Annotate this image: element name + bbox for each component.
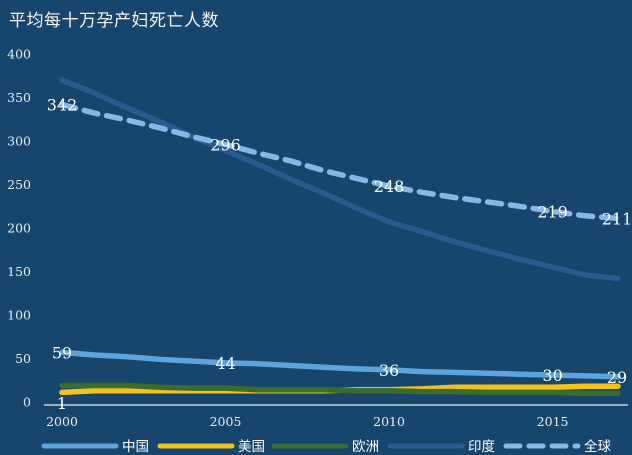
data-label: 44 bbox=[215, 354, 235, 373]
data-labels: 342 296 248 219 211 59 44 36 30 29 1 bbox=[47, 95, 632, 413]
y-tick-label: 50 bbox=[15, 351, 31, 366]
y-tick-label: 400 bbox=[7, 47, 31, 62]
y-tick-label: 150 bbox=[7, 264, 31, 279]
legend-label: 全球 bbox=[584, 438, 612, 455]
data-label: 248 bbox=[374, 177, 405, 196]
data-label: 296 bbox=[210, 135, 241, 154]
x-tick-label: 2005 bbox=[210, 414, 242, 429]
y-tick-label: 0 bbox=[23, 395, 31, 410]
x-tick-label: 2010 bbox=[373, 414, 405, 429]
data-label: 219 bbox=[537, 202, 568, 221]
data-label: 342 bbox=[47, 95, 78, 114]
legend-label: 印度 bbox=[468, 439, 495, 455]
x-tick-label: 2000 bbox=[46, 414, 78, 429]
y-tick-label: 250 bbox=[7, 177, 31, 192]
data-label: 211 bbox=[602, 209, 632, 228]
series-lines bbox=[59, 77, 621, 397]
y-tick-label: 100 bbox=[7, 308, 31, 323]
series-line-0 bbox=[59, 349, 621, 380]
series-line-3 bbox=[59, 77, 621, 282]
y-axis: 400 350 300 250 200 150 100 50 0 bbox=[7, 47, 31, 410]
chart-title: 平均每十万孕产妇死亡人数 bbox=[9, 11, 219, 31]
data-label: 29 bbox=[607, 368, 627, 387]
data-label: 59 bbox=[52, 343, 72, 362]
legend-label: 美国 bbox=[238, 439, 265, 455]
y-tick-label: 200 bbox=[7, 221, 31, 236]
y-tick-label: 300 bbox=[7, 134, 31, 149]
data-label: 36 bbox=[379, 361, 399, 380]
x-tick-label: 2015 bbox=[537, 414, 569, 429]
data-label: 30 bbox=[542, 366, 562, 385]
x-axis: 2000 2005 2010 2015 bbox=[46, 414, 568, 429]
legend-label: 中国 bbox=[122, 439, 149, 455]
y-tick-label: 350 bbox=[7, 90, 31, 105]
legend: 中国 美国 欧洲 印度 全球 bbox=[41, 438, 612, 455]
series-line-4 bbox=[59, 101, 621, 222]
legend-label: 欧洲 bbox=[352, 439, 379, 455]
series-line-2 bbox=[59, 382, 621, 397]
data-label: 1 bbox=[57, 394, 67, 413]
